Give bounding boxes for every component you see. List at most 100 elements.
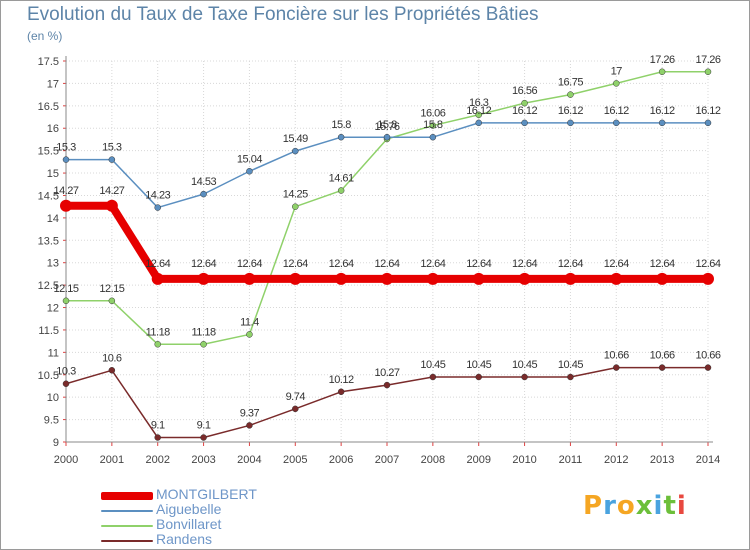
y-tick-label: 17.5: [38, 56, 59, 68]
data-point: [108, 156, 116, 163]
legend-swatch: [101, 525, 153, 527]
data-label: 10.6: [102, 352, 122, 364]
data-point: [62, 156, 70, 163]
x-tick-label: 2003: [191, 454, 215, 466]
data-point: [704, 364, 712, 371]
data-label: 12.64: [558, 258, 583, 270]
y-tick-label: 10.5: [38, 370, 59, 382]
data-point: [521, 99, 528, 107]
data-point: [246, 331, 253, 338]
y-tick-label: 9: [53, 437, 59, 449]
data-label: 16.12: [695, 105, 720, 117]
data-point: [475, 111, 482, 119]
logo-letter: i: [676, 491, 687, 521]
data-point: [292, 147, 299, 155]
data-label: 14.27: [53, 185, 78, 197]
data-point: [154, 204, 161, 211]
data-label: 11.18: [191, 326, 216, 338]
y-tick-label: 12.5: [38, 280, 59, 292]
data-point: [292, 405, 299, 413]
data-label: 9.37: [240, 407, 260, 419]
data-point: [610, 272, 623, 285]
data-point: [105, 199, 118, 212]
data-point: [475, 373, 482, 381]
data-point: [200, 434, 207, 441]
data-point: [613, 119, 620, 127]
logo-letter: o: [616, 491, 636, 521]
y-tick-label: 16: [47, 123, 59, 135]
data-point: [337, 133, 345, 141]
x-tick-label: 2001: [100, 454, 124, 466]
logo-letter: r: [603, 491, 617, 521]
legend-label: MONTGILBERT: [156, 486, 257, 502]
data-label: 16.3: [469, 97, 489, 109]
data-point: [151, 272, 164, 285]
x-tick-label: 2004: [237, 454, 261, 466]
data-point: [60, 199, 72, 212]
legend-swatch: [101, 510, 153, 512]
data-label: 9.1: [197, 420, 211, 432]
data-point: [658, 119, 666, 127]
x-tick-label: 2012: [604, 454, 628, 466]
data-label: 17.26: [695, 54, 720, 66]
data-label: 15.3: [102, 142, 122, 154]
data-label: 12.64: [283, 258, 308, 270]
data-label: 12.64: [695, 258, 720, 270]
y-axis-unit: (en %): [27, 29, 63, 43]
data-point: [521, 119, 528, 127]
y-tick-label: 12: [47, 303, 59, 315]
data-label: 10.45: [466, 359, 491, 371]
y-tick-label: 14: [47, 213, 59, 225]
data-point: [243, 272, 256, 285]
y-tick-label: 15: [47, 168, 59, 180]
y-tick-label: 16.5: [38, 101, 59, 113]
data-label: 12.64: [420, 258, 445, 270]
data-label: 16.06: [420, 108, 445, 120]
x-tick-label: 2009: [466, 454, 490, 466]
data-label: 10.27: [374, 367, 399, 379]
data-label: 9.1: [151, 420, 165, 432]
data-point: [704, 119, 712, 127]
y-tick-label: 17: [47, 78, 59, 90]
data-label: 17: [611, 65, 623, 77]
data-label: 10.45: [420, 359, 445, 371]
data-label: 11.18: [146, 326, 171, 338]
data-point: [567, 373, 574, 381]
data-label: 15.04: [237, 153, 262, 165]
data-point: [200, 341, 207, 348]
data-point: [658, 364, 666, 371]
x-tick-label: 2010: [512, 454, 536, 466]
x-tick-label: 2007: [375, 454, 399, 466]
data-label: 14.27: [99, 185, 124, 197]
data-point: [429, 373, 437, 381]
data-point: [292, 203, 299, 210]
y-tick-label: 11: [48, 347, 59, 359]
logo-letter: P: [583, 491, 604, 521]
data-point: [246, 168, 253, 175]
data-label: 15.8: [377, 119, 397, 131]
data-point: [383, 133, 391, 141]
data-point: [246, 422, 253, 429]
data-label: 12.64: [466, 258, 491, 270]
legend-label: Aiguebelle: [156, 501, 222, 517]
x-tick-label: 2005: [283, 454, 307, 466]
data-label: 16.56: [512, 85, 537, 97]
legend-swatch: [101, 540, 153, 542]
logo-letter: x: [635, 491, 654, 521]
data-label: 12.64: [650, 258, 675, 270]
data-label: 12.64: [374, 258, 399, 270]
data-label: 10.3: [56, 366, 76, 378]
data-point: [704, 68, 712, 76]
x-tick-label: 2008: [421, 454, 445, 466]
data-point: [521, 373, 528, 381]
data-label: 10.66: [695, 350, 720, 362]
x-tick-label: 2014: [696, 454, 720, 466]
x-tick-label: 2006: [329, 454, 353, 466]
logo-letter: t: [663, 491, 677, 521]
data-label: 12.64: [512, 258, 537, 270]
data-label: 10.45: [558, 359, 583, 371]
data-label: 14.23: [145, 190, 170, 202]
series-layer: [60, 68, 714, 441]
data-point: [613, 80, 620, 87]
